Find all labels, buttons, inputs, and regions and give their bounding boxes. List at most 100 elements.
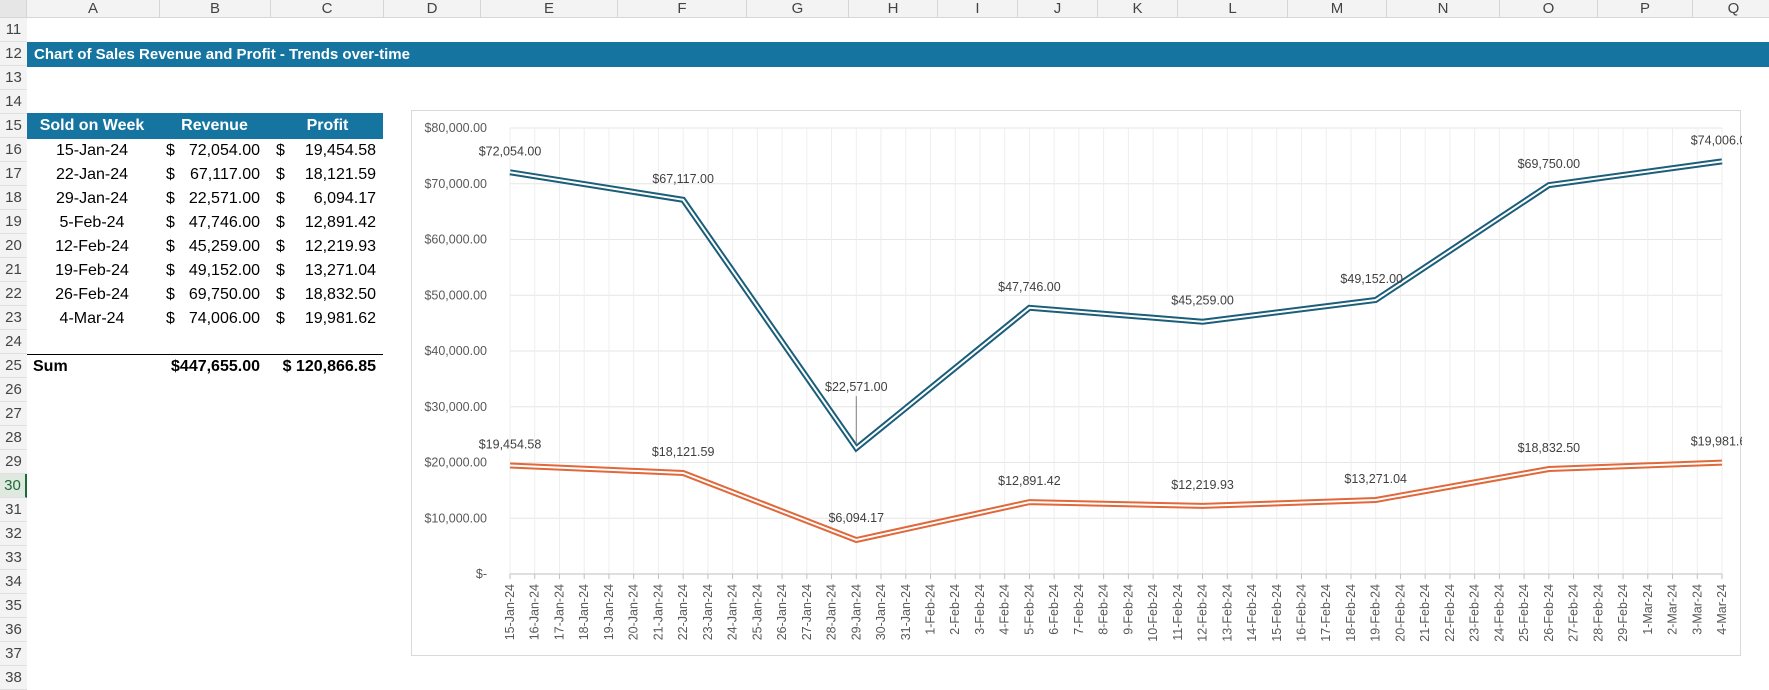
revenue-cell[interactable]: 47,746.00: [188, 214, 260, 231]
currency-symbol[interactable]: $: [276, 310, 285, 327]
sum-label[interactable]: Sum: [33, 358, 68, 375]
column-header-b[interactable]: B: [160, 0, 271, 17]
currency-symbol[interactable]: $: [276, 238, 285, 255]
revenue-cell[interactable]: 45,259.00: [188, 238, 260, 255]
column-header-f[interactable]: F: [618, 0, 747, 17]
row-header-32[interactable]: 32: [0, 522, 27, 546]
column-header-g[interactable]: G: [747, 0, 849, 17]
row-header-29[interactable]: 29: [0, 450, 27, 474]
row-header-30[interactable]: 30: [0, 474, 27, 498]
profit-cell[interactable]: 19,981.62: [304, 310, 376, 327]
currency-symbol[interactable]: $: [276, 142, 285, 159]
currency-symbol[interactable]: $: [276, 262, 285, 279]
column-header-p[interactable]: P: [1598, 0, 1693, 17]
x-tick-label: 19-Feb-24: [1369, 584, 1383, 642]
row-header-34[interactable]: 34: [0, 570, 27, 594]
row-header-25[interactable]: 25: [0, 354, 27, 378]
column-header-o[interactable]: O: [1500, 0, 1598, 17]
currency-symbol[interactable]: $: [166, 166, 175, 183]
select-all-corner[interactable]: [0, 0, 27, 17]
column-header-k[interactable]: K: [1098, 0, 1178, 17]
profit-cell[interactable]: 19,454.58: [304, 142, 376, 159]
column-header-i[interactable]: I: [938, 0, 1018, 17]
row-header-28[interactable]: 28: [0, 426, 27, 450]
revenue-cell[interactable]: 22,571.00: [188, 190, 260, 207]
week-cell[interactable]: 29-Jan-24: [55, 190, 129, 207]
week-cell[interactable]: 4-Mar-24: [59, 310, 125, 327]
column-header-c[interactable]: C: [271, 0, 384, 17]
column-header-h[interactable]: H: [849, 0, 938, 17]
row-header-38[interactable]: 38: [0, 666, 27, 690]
revenue-cell[interactable]: 67,117.00: [190, 166, 260, 183]
revenue-cell[interactable]: 69,750.00: [188, 286, 260, 303]
currency-symbol[interactable]: $: [166, 190, 175, 207]
column-header-m[interactable]: M: [1288, 0, 1387, 17]
series-line-inner: [509, 461, 1723, 542]
column-header-q[interactable]: Q: [1693, 0, 1769, 17]
revenue-cell[interactable]: 74,006.00: [188, 310, 260, 327]
row-header-36[interactable]: 36: [0, 618, 27, 642]
chart-title-band[interactable]: Chart of Sales Revenue and Profit - Tren…: [27, 42, 1769, 67]
row-header-24[interactable]: 24: [0, 330, 27, 354]
row-header-18[interactable]: 18: [0, 186, 27, 210]
week-cell[interactable]: 12-Feb-24: [55, 238, 129, 255]
header-revenue[interactable]: Revenue: [181, 117, 248, 134]
profit-cell[interactable]: 12,891.42: [304, 214, 376, 231]
row-header-23[interactable]: 23: [0, 306, 27, 330]
profit-cell[interactable]: 18,832.50: [304, 286, 376, 303]
currency-symbol[interactable]: $: [166, 142, 175, 159]
row-header-17[interactable]: 17: [0, 162, 27, 186]
row-header-11[interactable]: 11: [0, 18, 27, 42]
row-header-21[interactable]: 21: [0, 258, 27, 282]
row-header-33[interactable]: 33: [0, 546, 27, 570]
profit-cell[interactable]: 13,271.04: [304, 262, 376, 279]
week-cell[interactable]: 19-Feb-24: [55, 262, 129, 279]
week-cell[interactable]: 26-Feb-24: [55, 286, 129, 303]
column-header-a[interactable]: A: [27, 0, 160, 17]
row-header-15[interactable]: 15: [0, 114, 27, 138]
currency-symbol[interactable]: $: [276, 166, 285, 183]
currency-symbol[interactable]: $: [276, 286, 285, 303]
currency-symbol[interactable]: $: [166, 262, 175, 279]
column-header-e[interactable]: E: [481, 0, 618, 17]
row-header-31[interactable]: 31: [0, 498, 27, 522]
currency-symbol[interactable]: $: [166, 286, 175, 303]
row-header-20[interactable]: 20: [0, 234, 27, 258]
row-header-35[interactable]: 35: [0, 594, 27, 618]
line-chart[interactable]: $- $10,000.00 $20,000.00 $30,000.00 $40,000.…: [411, 110, 1742, 656]
row-header-12[interactable]: 12: [0, 42, 27, 66]
row-header-19[interactable]: 19: [0, 210, 27, 234]
week-cell[interactable]: 15-Jan-24: [55, 142, 129, 159]
profit-cell[interactable]: 6,094.17: [313, 190, 376, 207]
currency-symbol[interactable]: $: [166, 310, 175, 327]
header-profit[interactable]: Profit: [306, 117, 349, 134]
column-header-j[interactable]: J: [1018, 0, 1098, 17]
column-header-n[interactable]: N: [1387, 0, 1500, 17]
x-tick-label: 6-Feb-24: [1047, 584, 1061, 635]
week-cell[interactable]: 5-Feb-24: [59, 214, 125, 231]
currency-symbol[interactable]: $: [276, 190, 285, 207]
column-header-l[interactable]: L: [1178, 0, 1288, 17]
profit-cell[interactable]: 12,219.93: [304, 238, 376, 255]
sum-profit[interactable]: $ 120,866.85: [282, 358, 376, 375]
currency-symbol[interactable]: $: [276, 214, 285, 231]
data-label: $47,746.00: [998, 280, 1061, 294]
column-header-d[interactable]: D: [384, 0, 481, 17]
week-cell[interactable]: 22-Jan-24: [55, 166, 129, 183]
sum-revenue[interactable]: $447,655.00: [171, 358, 260, 375]
profit-cell[interactable]: 18,121.59: [304, 166, 376, 183]
row-header-27[interactable]: 27: [0, 402, 27, 426]
header-week[interactable]: Sold on Week: [39, 117, 145, 134]
row-header-37[interactable]: 37: [0, 642, 27, 666]
row-header-16[interactable]: 16: [0, 138, 27, 162]
row-header-22[interactable]: 22: [0, 282, 27, 306]
row-header-26[interactable]: 26: [0, 378, 27, 402]
table-header-row: Sold on Week Revenue Profit: [27, 113, 383, 139]
currency-symbol[interactable]: $: [166, 238, 175, 255]
currency-symbol[interactable]: $: [166, 214, 175, 231]
revenue-cell[interactable]: 49,152.00: [188, 262, 260, 279]
row-header-13[interactable]: 13: [0, 66, 27, 90]
row-header-14[interactable]: 14: [0, 90, 27, 114]
revenue-cell[interactable]: 72,054.00: [188, 142, 260, 159]
